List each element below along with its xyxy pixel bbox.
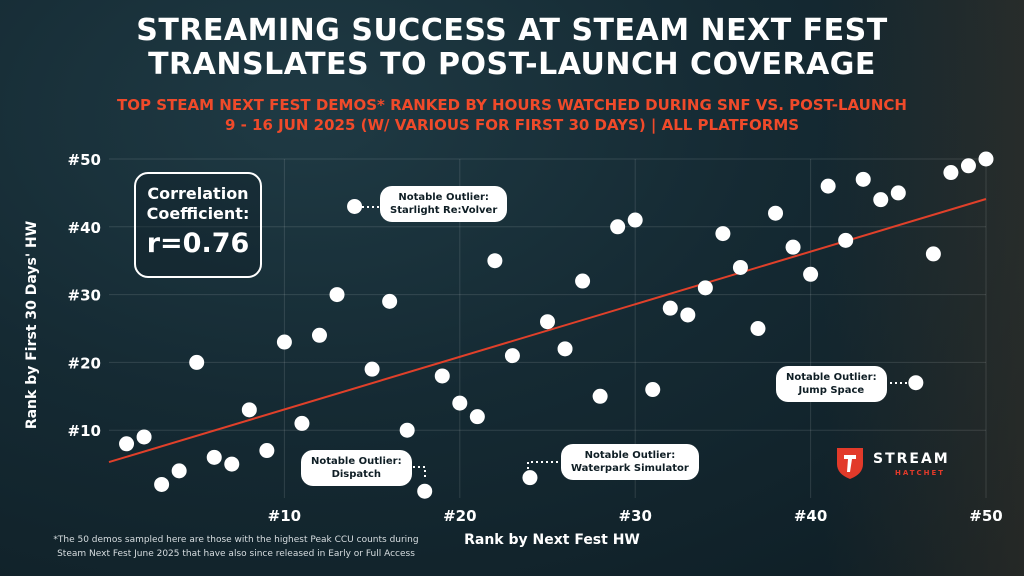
data-point bbox=[978, 151, 994, 167]
data-point bbox=[540, 314, 555, 330]
data-point bbox=[452, 395, 468, 411]
data-point bbox=[680, 307, 696, 323]
data-point bbox=[364, 361, 380, 377]
data-point bbox=[311, 327, 327, 343]
data-point bbox=[206, 449, 222, 465]
y-tick-labels: #10 #20 #30 #40 #50 bbox=[68, 151, 101, 440]
stream-hatchet-logo: STREAM HATCHET bbox=[833, 444, 973, 480]
data-point bbox=[136, 429, 152, 445]
x-tick-label: #20 bbox=[443, 507, 476, 525]
y-axis-label: Rank by First 30 Days' HW bbox=[24, 221, 40, 429]
data-point bbox=[154, 476, 170, 492]
data-point bbox=[855, 171, 871, 187]
y-tick-label: #20 bbox=[68, 354, 101, 372]
data-point bbox=[417, 483, 433, 499]
callout-waterpark: Notable Outlier: Waterpark Simulator bbox=[561, 444, 699, 480]
data-point bbox=[960, 158, 976, 174]
data-point bbox=[803, 266, 819, 282]
data-point bbox=[487, 253, 503, 269]
callout-jump-space-line-1: Notable Outlier: bbox=[786, 372, 877, 383]
footnote-line-1: *The 50 demos sampled here are those wit… bbox=[53, 535, 419, 545]
data-point bbox=[890, 185, 906, 201]
data-point bbox=[645, 382, 661, 398]
data-point bbox=[557, 341, 573, 357]
data-point bbox=[925, 246, 941, 262]
data-point bbox=[838, 232, 854, 248]
chart-title: STREAMING SUCCESS AT STEAM NEXT FEST TRA… bbox=[0, 14, 1024, 82]
x-tick-label: #30 bbox=[618, 507, 651, 525]
data-point bbox=[750, 321, 766, 336]
data-point bbox=[610, 219, 626, 235]
data-point bbox=[820, 178, 836, 194]
correlation-value: r=0.76 bbox=[146, 228, 250, 259]
x-tick-label: #50 bbox=[969, 507, 1002, 525]
callout-waterpark-line-1: Notable Outlier: bbox=[584, 450, 676, 461]
chart-subtitle: TOP STEAM NEXT FEST DEMOS* RANKED BY HOU… bbox=[0, 95, 1024, 135]
data-point bbox=[434, 368, 450, 384]
subtitle-line-1: TOP STEAM NEXT FEST DEMOS* RANKED BY HOU… bbox=[117, 96, 907, 114]
data-point bbox=[785, 239, 801, 255]
data-point bbox=[662, 300, 678, 316]
data-point bbox=[627, 212, 643, 228]
correlation-box: Correlation Coefficient: r=0.76 bbox=[134, 172, 262, 278]
x-tick-label: #40 bbox=[794, 507, 827, 525]
title-line-1: STREAMING SUCCESS AT STEAM NEXT FEST bbox=[136, 13, 888, 48]
data-point bbox=[908, 375, 924, 391]
y-tick-label: #50 bbox=[68, 151, 101, 169]
callout-connectors bbox=[362, 206, 910, 480]
callout-dispatch-line-1: Notable Outlier: bbox=[311, 456, 402, 467]
data-points bbox=[119, 151, 994, 499]
callout-jump-space-line-2: Jump Space bbox=[798, 385, 865, 396]
connector-waterpark bbox=[527, 461, 561, 474]
callout-starlight-line-1: Notable Outlier: bbox=[398, 192, 489, 203]
correlation-label-line-2: Coefficient: bbox=[146, 204, 250, 223]
title-line-2: TRANSLATES TO POST-LAUNCH COVERAGE bbox=[148, 47, 876, 82]
callout-starlight: Notable Outlier: Starlight Re:Volver bbox=[380, 186, 508, 222]
data-point bbox=[347, 198, 363, 214]
data-point bbox=[522, 470, 538, 486]
data-point bbox=[329, 287, 345, 303]
data-point bbox=[382, 293, 398, 309]
background-shade bbox=[824, 0, 1024, 576]
logo-sub: HATCHET bbox=[895, 469, 946, 477]
correlation-label-line-1: Correlation bbox=[147, 184, 249, 203]
data-point bbox=[469, 409, 485, 425]
data-point bbox=[943, 165, 959, 181]
x-tick-labels: #10 #20 #30 #40 #50 bbox=[268, 507, 1003, 525]
y-tick-label: #30 bbox=[68, 287, 101, 305]
data-point bbox=[276, 334, 292, 350]
data-point bbox=[119, 436, 135, 452]
logo-word: STREAM bbox=[873, 451, 950, 467]
data-point bbox=[399, 422, 415, 438]
data-point bbox=[241, 402, 257, 418]
callout-waterpark-line-2: Waterpark Simulator bbox=[571, 463, 689, 474]
data-point bbox=[768, 205, 784, 221]
data-point bbox=[224, 456, 240, 472]
data-point bbox=[697, 280, 713, 296]
data-point bbox=[259, 443, 275, 459]
callout-jump-space: Notable Outlier: Jump Space bbox=[776, 366, 887, 402]
y-tick-label: #40 bbox=[68, 219, 101, 237]
data-point bbox=[715, 226, 731, 242]
data-point bbox=[592, 388, 608, 404]
data-point bbox=[575, 273, 591, 289]
data-point bbox=[171, 463, 187, 479]
data-point bbox=[732, 259, 748, 275]
x-axis-label: Rank by Next Fest HW bbox=[464, 532, 640, 548]
data-point bbox=[294, 415, 310, 431]
callout-dispatch-line-2: Dispatch bbox=[331, 469, 381, 480]
hatchet-shield-icon bbox=[837, 448, 863, 479]
x-tick-label: #10 bbox=[268, 507, 301, 525]
subtitle-line-2: 9 - 16 JUN 2025 (W/ VARIOUS FOR FIRST 30… bbox=[224, 116, 800, 134]
callout-dispatch: Notable Outlier: Dispatch bbox=[301, 450, 412, 486]
footnote-line-2: Steam Next Fest June 2025 that have also… bbox=[57, 549, 415, 559]
data-point bbox=[189, 354, 205, 370]
y-tick-label: #10 bbox=[68, 422, 101, 440]
callout-starlight-line-2: Starlight Re:Volver bbox=[390, 205, 498, 216]
data-point bbox=[504, 348, 520, 364]
data-point bbox=[873, 192, 889, 208]
connector-dispatch bbox=[413, 466, 426, 480]
footnote: *The 50 demos sampled here are those wit… bbox=[26, 533, 446, 561]
